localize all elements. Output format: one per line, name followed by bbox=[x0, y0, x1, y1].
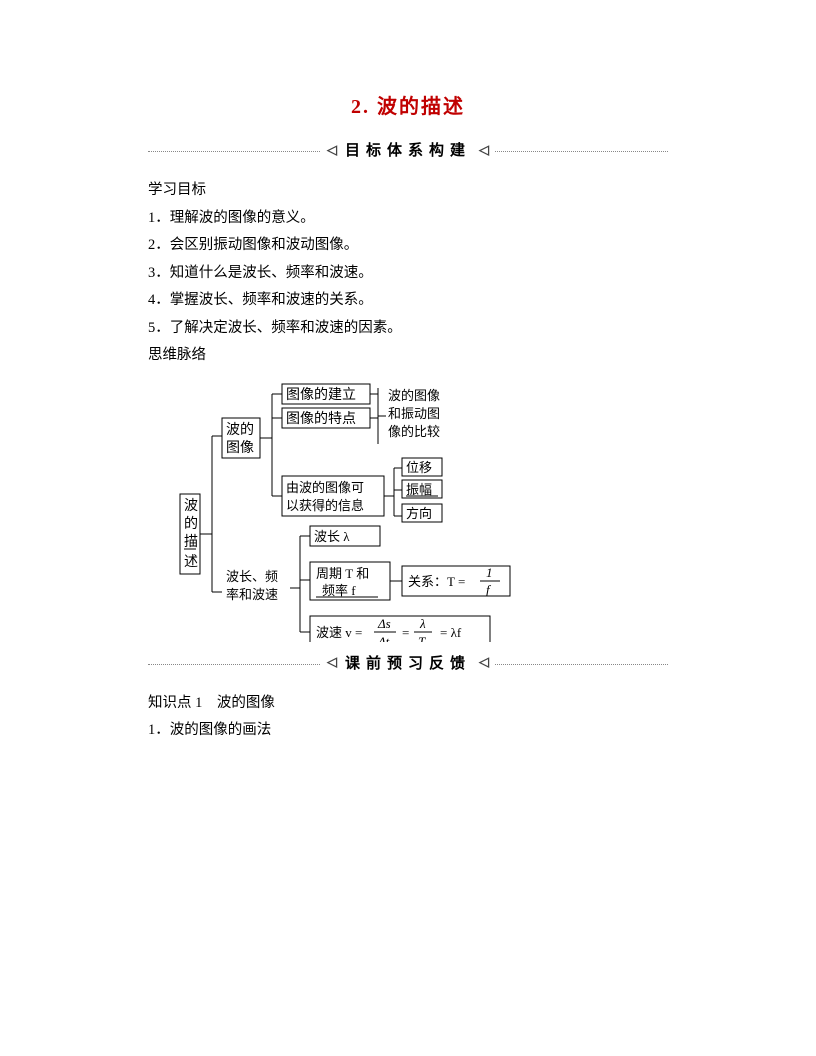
svg-text:率和波速: 率和波速 bbox=[226, 587, 278, 602]
svg-text:图像的特点: 图像的特点 bbox=[286, 411, 356, 427]
svg-text:由波的图像可: 由波的图像可 bbox=[286, 480, 364, 495]
svg-text:述: 述 bbox=[184, 554, 198, 570]
arrow-right-icon: ◁ bbox=[479, 142, 489, 158]
svg-text:图像的建立: 图像的建立 bbox=[286, 387, 356, 403]
svg-text:T: T bbox=[418, 634, 426, 642]
arrow-right-icon: ◁ bbox=[479, 654, 489, 670]
svg-text:波速 v =: 波速 v = bbox=[316, 625, 362, 640]
banner-preview-text: 课前预习反馈 bbox=[345, 652, 471, 673]
svg-text:Δs: Δs bbox=[377, 616, 391, 631]
svg-text:周期 T 和: 周期 T 和 bbox=[316, 566, 369, 581]
banner-goals-text: 目标体系构建 bbox=[345, 139, 471, 160]
svg-text:频率 f: 频率 f bbox=[322, 583, 356, 598]
svg-text:=: = bbox=[402, 625, 409, 640]
svg-text:方向: 方向 bbox=[406, 506, 432, 521]
svg-text:的: 的 bbox=[184, 516, 198, 532]
mindmap-diagram: 波 的 描 述 波的 图像 图像的建立 图像 bbox=[178, 376, 638, 642]
goal-item: 4．掌握波长、频率和波速的关系。 bbox=[148, 287, 668, 315]
banner-goals: ◁ 目标体系构建 ◁ bbox=[148, 139, 668, 163]
svg-text:波长 λ: 波长 λ bbox=[314, 529, 350, 544]
svg-text:图像: 图像 bbox=[226, 440, 254, 456]
svg-text:波的: 波的 bbox=[226, 422, 254, 438]
goal-item: 2．会区别振动图像和波动图像。 bbox=[148, 232, 668, 260]
svg-text:Δt: Δt bbox=[377, 634, 390, 642]
svg-text:像的比较: 像的比较 bbox=[388, 424, 440, 439]
svg-text:和振动图: 和振动图 bbox=[388, 406, 440, 421]
knowledge-point-heading: 知识点 1 波的图像 bbox=[148, 690, 668, 718]
arrow-left-icon: ◁ bbox=[327, 142, 337, 158]
svg-text:= λf: = λf bbox=[440, 625, 462, 640]
svg-text:振幅: 振幅 bbox=[406, 482, 432, 497]
goals-heading: 学习目标 bbox=[148, 177, 668, 205]
banner-preview: ◁ 课前预习反馈 ◁ bbox=[148, 652, 668, 676]
svg-text:波长、频: 波长、频 bbox=[226, 569, 278, 584]
goal-item: 3．知道什么是波长、频率和波速。 bbox=[148, 260, 668, 288]
svg-text:λ: λ bbox=[419, 616, 426, 631]
svg-text:波的图像: 波的图像 bbox=[388, 388, 440, 403]
goal-item: 5．了解决定波长、频率和波速的因素。 bbox=[148, 315, 668, 343]
svg-text:以获得的信息: 以获得的信息 bbox=[286, 498, 364, 513]
svg-text:位移: 位移 bbox=[406, 460, 432, 475]
mindmap-heading: 思维脉络 bbox=[148, 342, 668, 370]
kp-line: 1．波的图像的画法 bbox=[148, 717, 668, 745]
page-title: 2. 波的描述 bbox=[148, 90, 668, 119]
goal-item: 1．理解波的图像的意义。 bbox=[148, 205, 668, 233]
svg-text:1: 1 bbox=[486, 565, 493, 580]
svg-text:关系：T =: 关系：T = bbox=[408, 574, 465, 589]
svg-text:描: 描 bbox=[184, 534, 198, 550]
arrow-left-icon: ◁ bbox=[327, 654, 337, 670]
svg-text:波: 波 bbox=[184, 498, 198, 514]
